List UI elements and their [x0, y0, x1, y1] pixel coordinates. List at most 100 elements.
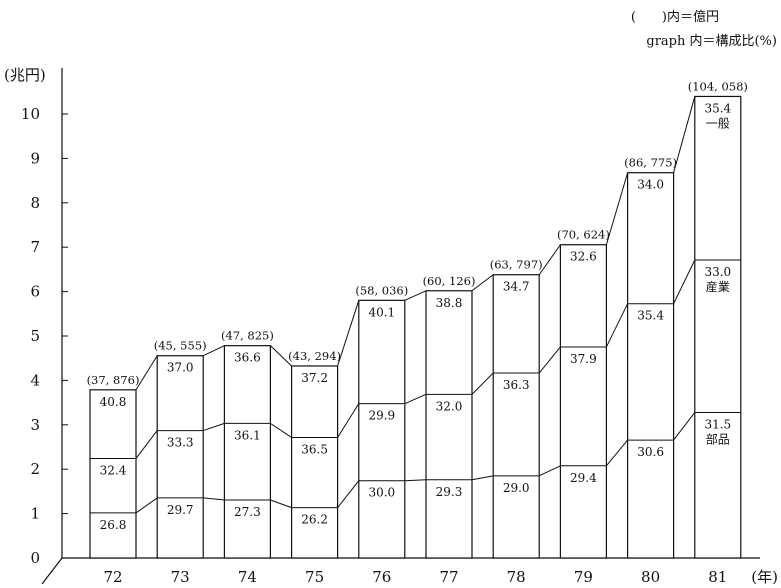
segment-label: 36.5: [301, 442, 328, 456]
segment-label: 29.9: [368, 409, 395, 423]
series-name-label: 産業: [706, 279, 730, 294]
segment-label: 37.9: [570, 352, 597, 366]
connector-line: [673, 259, 696, 304]
connector-line: [404, 290, 427, 301]
bar-79: [559, 244, 608, 559]
y-tick-label: 2: [30, 460, 40, 478]
connector-line: [404, 479, 427, 482]
connector-line: [270, 345, 292, 367]
y-tick-label: 4: [30, 371, 40, 389]
segment-label: 36.1: [234, 428, 261, 442]
segment-label: 36.3: [503, 378, 530, 392]
segment-label: 31.5: [704, 417, 731, 431]
connector-line: [673, 96, 696, 173]
segment-label: 36.6: [234, 351, 261, 365]
segment-label: 35.4: [704, 101, 731, 115]
y-tick-label: 1: [30, 505, 40, 523]
bar-75: [291, 365, 339, 559]
total-label-75: (43, 294): [288, 349, 341, 363]
x-tick-label-79: 79: [574, 568, 593, 586]
segment-label: 30.6: [637, 445, 664, 459]
connector-line: [673, 412, 696, 441]
connector-line: [471, 372, 494, 395]
connector-line: [471, 475, 494, 481]
total-label-80: (86, 775): [624, 156, 677, 170]
x-tick-label-78: 78: [507, 568, 526, 586]
x-tick-label-77: 77: [439, 568, 458, 586]
segment-label: 33.0: [704, 265, 731, 279]
x-tick-label-81: 81: [708, 568, 727, 586]
chart-bars: [89, 95, 742, 559]
axis-origin-slant: [41, 557, 63, 585]
connector-line: [270, 422, 292, 438]
connector-line: [337, 480, 360, 508]
segment-label: 32.6: [570, 250, 597, 264]
bar-76: [358, 299, 406, 559]
connector-line: [337, 403, 360, 438]
segment-label: 29.4: [570, 471, 597, 485]
connector-line: [203, 497, 225, 501]
segment-label: 34.7: [503, 280, 530, 294]
total-label-81: (104, 058): [688, 79, 748, 93]
connector-line: [270, 499, 292, 509]
connector-line: [135, 355, 158, 391]
x-tick-label-74: 74: [238, 568, 257, 586]
connector-line: [203, 422, 225, 432]
segment-label: 29.7: [167, 503, 194, 517]
total-label-73: (45, 555): [154, 339, 207, 353]
bar-80: [626, 172, 675, 559]
connector-line: [471, 274, 494, 292]
segment-label: 35.4: [637, 309, 664, 323]
legend-note-unit: ( )内＝億円: [630, 10, 719, 25]
segment-label: 40.1: [368, 305, 395, 319]
segment-label: 32.4: [100, 463, 127, 477]
segment-label: 37.2: [301, 371, 328, 385]
y-tick-label: 3: [30, 416, 40, 434]
total-label-79: (70, 624): [557, 228, 610, 242]
bar-72: [89, 389, 137, 559]
total-label-74: (47, 825): [221, 329, 274, 343]
y-tick-label: 0: [30, 549, 40, 567]
chart-labels: 72 (37, 876) 26.8 32.4 40.8 73 (45, 555) 29.7 33…: [87, 79, 748, 586]
x-tick-label-76: 76: [372, 568, 391, 586]
connector-line: [135, 430, 158, 459]
bar-73: [156, 355, 204, 559]
x-tick-label-75: 75: [305, 568, 324, 586]
segment-label: 40.8: [100, 395, 127, 409]
segment-label: 34.0: [637, 178, 664, 192]
segment-label: 27.3: [234, 505, 261, 519]
x-tick-label-73: 73: [171, 568, 190, 586]
segment-label: 38.8: [436, 296, 463, 310]
segment-label: 26.8: [100, 518, 127, 532]
y-tick-label: 9: [30, 149, 40, 167]
y-tick-label: 6: [30, 283, 40, 301]
y-tick-label: 10: [21, 105, 40, 123]
segment-label: 32.0: [436, 399, 463, 413]
segment-label: 29.3: [436, 485, 463, 499]
segment-label: 30.0: [368, 486, 395, 500]
total-label-72: (37, 876): [87, 373, 140, 387]
connector-line: [605, 303, 629, 348]
legend-note-share: graph 内＝構成比(%): [646, 34, 777, 49]
segment-label: 33.3: [167, 436, 194, 450]
total-label-77: (60, 126): [423, 274, 476, 288]
bar-81: [694, 95, 742, 559]
segment-label: 26.2: [301, 513, 328, 527]
series-name-label: 部品: [706, 431, 730, 446]
total-label-76: (58, 036): [355, 283, 408, 297]
connector-line: [538, 465, 561, 477]
x-tick-label-72: 72: [103, 568, 122, 586]
connector-line: [337, 300, 360, 367]
segment-label: 29.0: [503, 481, 530, 495]
connector-line: [202, 345, 225, 357]
bar-74: [223, 345, 271, 559]
y-tick-label: 8: [30, 194, 40, 212]
x-tick-label-80: 80: [641, 568, 660, 586]
connector-line: [605, 172, 629, 245]
connector-line: [606, 439, 628, 467]
series-name-label: 一般: [706, 115, 730, 130]
segment-label: 37.0: [167, 361, 194, 375]
connector-line: [135, 497, 158, 514]
total-label-78: (63, 797): [490, 258, 543, 272]
